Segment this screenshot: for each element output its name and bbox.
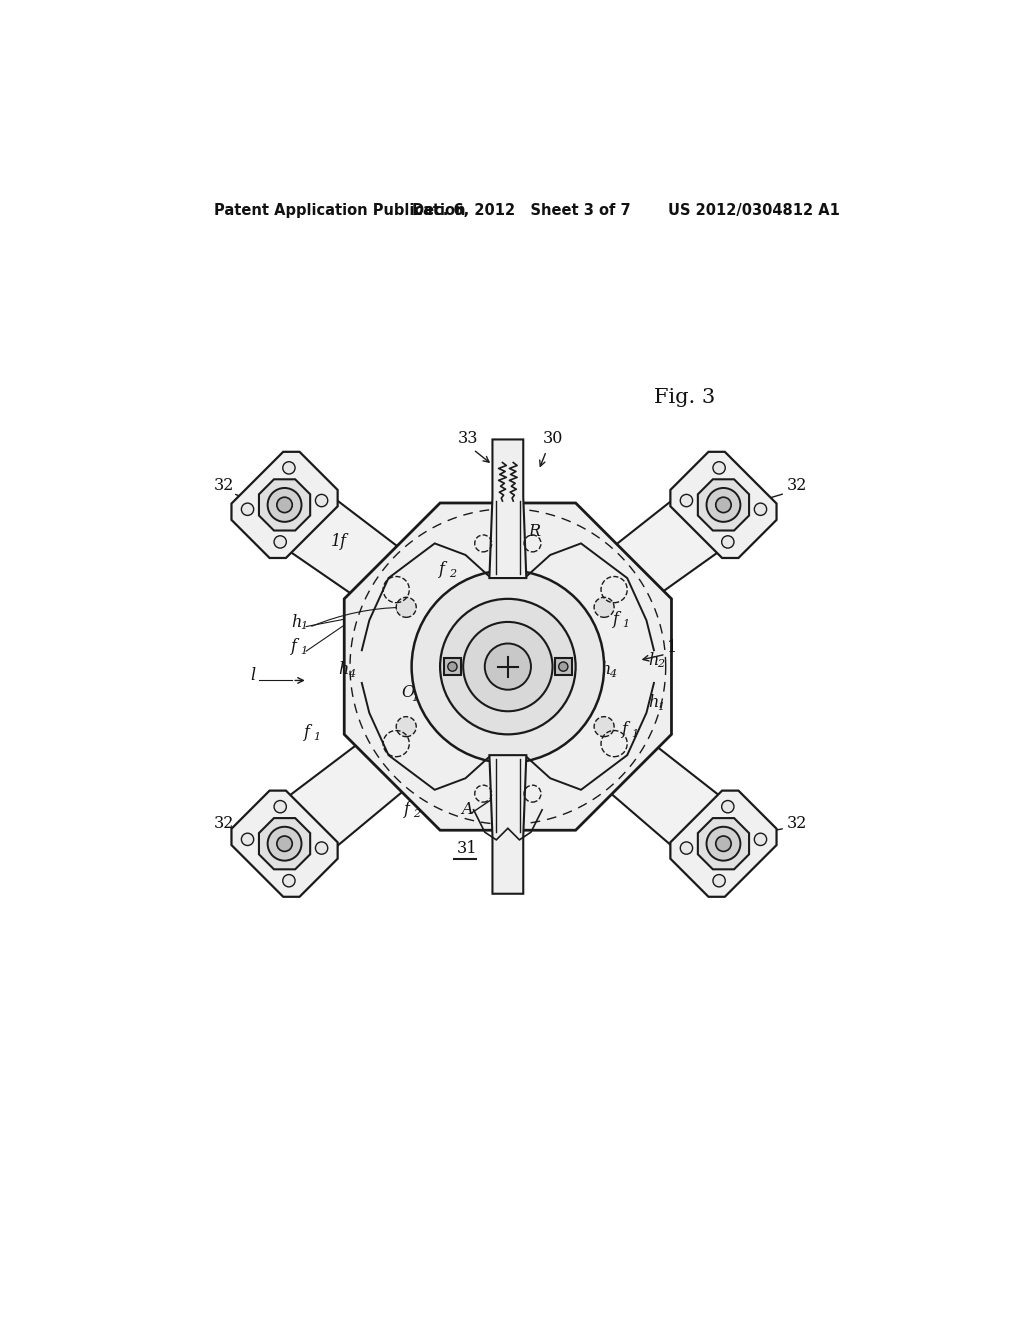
Circle shape — [315, 842, 328, 854]
Circle shape — [315, 495, 328, 507]
Text: h: h — [291, 614, 301, 631]
Circle shape — [412, 570, 604, 763]
Text: 4: 4 — [609, 669, 616, 678]
Circle shape — [447, 663, 457, 672]
Text: h: h — [600, 661, 610, 678]
Polygon shape — [671, 791, 776, 896]
Text: h: h — [648, 652, 658, 669]
Text: 33: 33 — [458, 430, 478, 447]
Text: 2: 2 — [657, 660, 665, 669]
Circle shape — [755, 833, 767, 846]
Polygon shape — [259, 818, 310, 870]
Text: l: l — [250, 668, 255, 685]
Circle shape — [594, 598, 614, 618]
Circle shape — [463, 622, 553, 711]
Circle shape — [722, 536, 734, 548]
Text: Patent Application Publication: Patent Application Publication — [214, 202, 465, 218]
Text: 30: 30 — [543, 430, 563, 447]
Circle shape — [276, 836, 292, 851]
Circle shape — [716, 498, 731, 512]
Circle shape — [242, 833, 254, 846]
Text: 1: 1 — [631, 729, 638, 739]
Circle shape — [396, 598, 416, 618]
Polygon shape — [490, 477, 744, 689]
Text: f: f — [304, 725, 309, 742]
Text: h: h — [339, 661, 349, 678]
Text: R: R — [528, 523, 540, 540]
Text: 2: 2 — [449, 569, 456, 578]
Bar — [444, 659, 461, 675]
Polygon shape — [262, 644, 525, 871]
Text: US 2012/0304812 A1: US 2012/0304812 A1 — [668, 202, 840, 218]
Polygon shape — [259, 479, 310, 531]
Text: 32: 32 — [214, 816, 234, 833]
Text: R: R — [500, 801, 512, 818]
Circle shape — [396, 717, 416, 737]
Circle shape — [680, 495, 692, 507]
Circle shape — [267, 488, 301, 521]
Circle shape — [755, 503, 767, 515]
Text: 1: 1 — [313, 731, 321, 742]
Text: 1: 1 — [623, 619, 630, 628]
Polygon shape — [231, 791, 338, 896]
Text: h: h — [648, 694, 658, 711]
Polygon shape — [231, 451, 338, 558]
Circle shape — [440, 599, 575, 734]
Text: 31: 31 — [457, 840, 477, 857]
Text: 1: 1 — [412, 693, 419, 704]
Text: f: f — [622, 721, 628, 738]
Text: 2: 2 — [413, 809, 420, 818]
Circle shape — [283, 462, 295, 474]
Text: 32: 32 — [786, 816, 807, 833]
Polygon shape — [697, 479, 750, 531]
Polygon shape — [489, 440, 526, 578]
Text: f: f — [291, 638, 297, 655]
Circle shape — [559, 663, 568, 672]
Polygon shape — [671, 451, 776, 558]
Circle shape — [713, 462, 725, 474]
Text: 1: 1 — [300, 645, 307, 656]
Bar — [555, 659, 571, 675]
Circle shape — [707, 488, 740, 521]
Polygon shape — [344, 503, 672, 830]
Circle shape — [274, 536, 287, 548]
Text: O: O — [401, 684, 415, 701]
Circle shape — [276, 498, 292, 512]
Polygon shape — [697, 818, 750, 870]
Circle shape — [713, 875, 725, 887]
Polygon shape — [489, 644, 745, 871]
Text: 32: 32 — [786, 477, 807, 494]
Circle shape — [267, 826, 301, 861]
Circle shape — [242, 503, 254, 515]
Text: 1: 1 — [657, 702, 665, 711]
Text: 1f: 1f — [331, 533, 347, 549]
Circle shape — [707, 826, 740, 861]
Text: f: f — [438, 561, 444, 578]
Text: Dec. 6, 2012   Sheet 3 of 7: Dec. 6, 2012 Sheet 3 of 7 — [413, 202, 631, 218]
Text: Fig. 3: Fig. 3 — [654, 388, 716, 408]
Circle shape — [722, 800, 734, 813]
Text: 4: 4 — [348, 669, 355, 678]
Text: 1: 1 — [668, 639, 678, 656]
Circle shape — [594, 717, 614, 737]
Text: f: f — [613, 611, 620, 628]
Text: f: f — [403, 801, 410, 818]
Circle shape — [274, 800, 287, 813]
Text: 32: 32 — [214, 477, 234, 494]
Polygon shape — [264, 477, 524, 690]
Circle shape — [716, 836, 731, 851]
Circle shape — [283, 875, 295, 887]
Polygon shape — [489, 755, 526, 894]
Circle shape — [680, 842, 692, 854]
Text: A: A — [462, 801, 473, 818]
Text: 1: 1 — [300, 620, 307, 631]
Circle shape — [484, 644, 531, 690]
